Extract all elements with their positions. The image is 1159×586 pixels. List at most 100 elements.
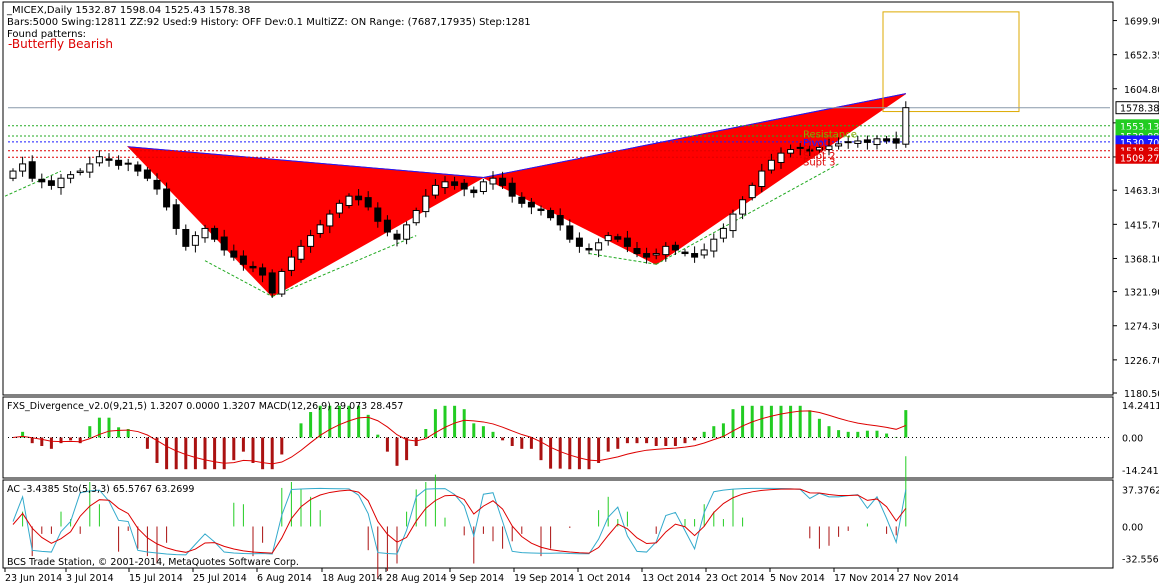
candle-bear — [892, 138, 900, 144]
candle-bull — [278, 270, 286, 295]
x-tick-label: 28 Aug 2014 — [386, 573, 447, 584]
candle-bear — [671, 244, 679, 251]
level-tag: Supt 2 — [803, 151, 836, 162]
divergence-pane-title: FXS_Divergence_v2.0(9,21,5) 1.3207 0.000… — [7, 401, 403, 412]
price-label-box — [1115, 150, 1159, 164]
stochastic-layer — [12, 456, 907, 579]
candle-bull — [767, 159, 775, 171]
candle-bear — [585, 248, 593, 251]
candle-bear — [547, 210, 555, 219]
candle-bull — [729, 213, 737, 232]
candle-bull — [57, 177, 65, 189]
candle-bull — [825, 145, 833, 151]
support-trendline — [4, 170, 62, 197]
price-label-text: 1578.38 — [1120, 104, 1159, 115]
candle-bull — [307, 235, 315, 247]
candle-bull — [335, 202, 343, 214]
candle-bull — [595, 242, 603, 251]
level-tag: Supt 3 — [803, 157, 836, 168]
x-tick-label: 1 Oct 2014 — [578, 573, 631, 584]
candle-bull — [652, 253, 660, 256]
x-tick-label: 17 Nov 2014 — [834, 573, 895, 584]
candle-bear — [508, 182, 516, 197]
candle-bear — [844, 141, 852, 144]
sto-tick-label: 37.3762 — [1122, 486, 1159, 497]
x-tick-label: 15 Jul 2014 — [129, 573, 183, 584]
price-label-text: 1509.27 — [1120, 153, 1159, 164]
candle-bull — [758, 170, 766, 187]
support-trendline — [204, 260, 273, 297]
candle-bull — [700, 249, 708, 256]
candle-bear — [451, 181, 459, 186]
candle-bear — [220, 236, 228, 251]
x-tick-label: 3 Jul 2014 — [66, 573, 114, 584]
candle-bull — [201, 227, 209, 239]
y-tick-label: 1180.50 — [1124, 389, 1159, 400]
candle-bear — [115, 159, 123, 166]
sto-tick-label: 0.00 — [1122, 522, 1143, 533]
candle-bull — [422, 195, 430, 213]
candle-bull — [191, 235, 199, 246]
candle-bull — [873, 138, 881, 146]
y-tick-label: 1652.35 — [1124, 51, 1159, 62]
pattern-name-label: -Butterfly Bearish — [8, 37, 113, 51]
x-tick-label: 13 Oct 2014 — [642, 573, 701, 584]
candle-bear — [134, 164, 142, 172]
candle-bear — [643, 253, 651, 258]
level-tag: PP 1 — [803, 145, 825, 156]
candle-bear — [623, 237, 631, 247]
candle-bull — [67, 174, 75, 179]
candle-bull — [662, 245, 670, 256]
candle-bear — [249, 265, 257, 269]
candle-bear — [230, 250, 238, 258]
candle-bull — [345, 195, 353, 206]
candle-bear — [633, 248, 641, 255]
candle-bull — [441, 181, 449, 189]
candle-bull — [287, 256, 295, 271]
y-tick-label: 1321.90 — [1124, 288, 1159, 299]
candle-bear — [499, 177, 507, 186]
candle-bear — [259, 267, 267, 276]
candle-bear — [537, 208, 545, 212]
stochastic-pane[interactable] — [2, 479, 1114, 569]
y-tick-label: 1226.70 — [1124, 356, 1159, 367]
candle-bull — [412, 210, 420, 224]
x-tick-label: 25 Jul 2014 — [193, 573, 247, 584]
candle-bear — [239, 255, 247, 265]
candle-bull — [902, 107, 910, 145]
candle-bear — [153, 179, 161, 190]
candle-bear — [374, 207, 382, 222]
candle-bear — [470, 189, 478, 194]
stochastic-main-line — [12, 487, 907, 556]
candle-bear — [105, 158, 113, 161]
candle-bull — [748, 184, 756, 199]
candle-bear — [796, 146, 804, 149]
x-tick-label: 9 Sep 2014 — [450, 573, 504, 584]
candle-bear — [268, 272, 276, 294]
x-tick-label: 27 Nov 2014 — [898, 573, 959, 584]
x-tick-label: 18 Aug 2014 — [322, 573, 383, 584]
y-tick-label: 1699.90 — [1124, 17, 1159, 28]
pattern-xb-line — [128, 146, 484, 179]
level-tag: Pivot — [803, 138, 828, 149]
candle-bull — [316, 224, 324, 234]
candle-bear — [883, 138, 891, 142]
divergence-layer — [8, 405, 1110, 470]
candle-bear — [575, 237, 583, 247]
candle-bear — [527, 201, 535, 208]
candle-bear — [182, 229, 190, 247]
candle-bull — [479, 181, 487, 193]
x-tick-label: 19 Sep 2014 — [514, 573, 574, 584]
x-tick-label: 5 Nov 2014 — [770, 573, 825, 584]
candle-bear — [691, 253, 699, 258]
candle-bear — [681, 251, 689, 255]
target-zone-box — [882, 11, 1020, 113]
candle-bear — [364, 197, 372, 208]
x-tick-label: 23 Jun 2014 — [5, 573, 62, 584]
candle-bull — [835, 143, 843, 147]
candle-bear — [556, 215, 564, 226]
candle-bull — [777, 152, 785, 163]
candle-bull — [739, 199, 747, 215]
